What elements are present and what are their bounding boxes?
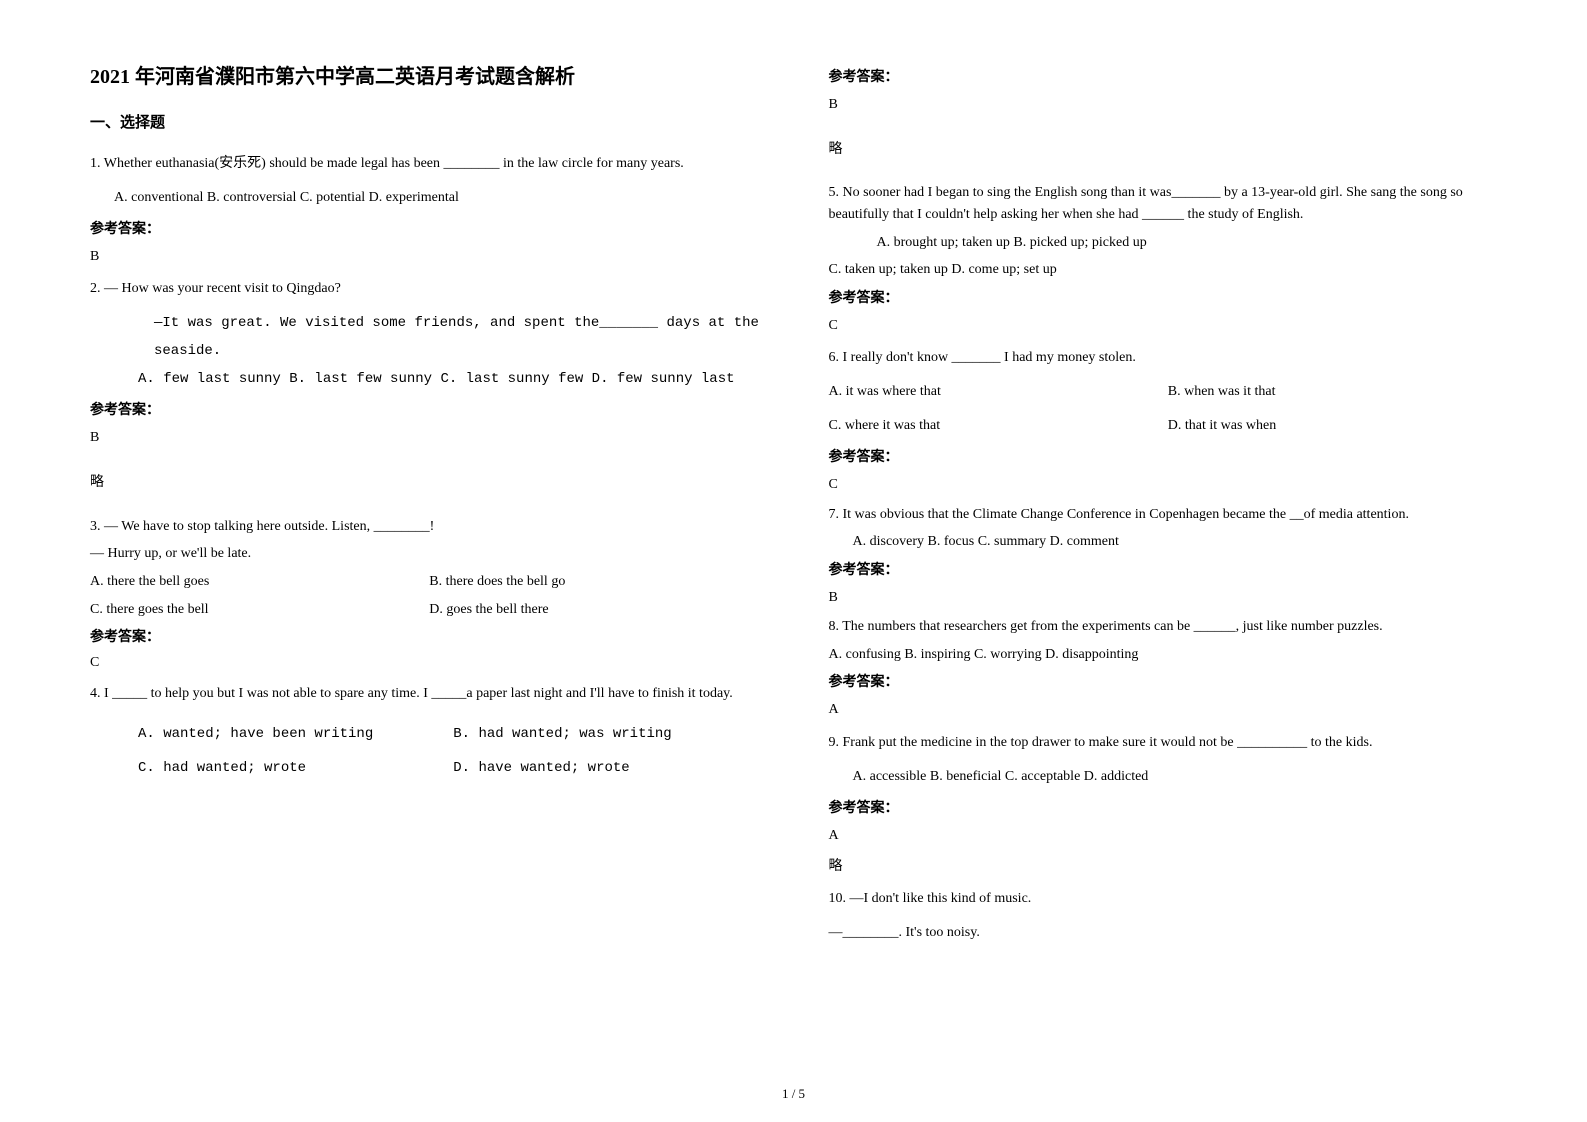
page-container: 2021 年河南省濮阳市第六中学高二英语月考试题含解析 一、选择题 1. Whe… <box>0 0 1587 1122</box>
q9-options: A. accessible B. beneficial C. acceptabl… <box>829 763 1508 791</box>
q3-options-row2: C. there goes the bell D. goes the bell … <box>90 599 769 621</box>
q6-options-row2: C. where it was that D. that it was when <box>829 412 1508 440</box>
page-footer: 1 / 5 <box>0 1086 1587 1102</box>
q3-line2: — Hurry up, or we'll be late. <box>90 543 769 565</box>
q8-options: A. confusing B. inspiring C. worrying D.… <box>829 644 1508 666</box>
q3-answer: C <box>90 652 769 674</box>
q4-answer-label: 参考答案： <box>829 66 1508 86</box>
q5-answer: C <box>829 313 1508 338</box>
q4-omit: 略 <box>829 137 1508 162</box>
q1-stem: 1. Whether euthanasia(安乐死) should be mad… <box>90 150 769 178</box>
q6-optD: D. that it was when <box>1168 412 1276 440</box>
q4-options-row2: C. had wanted; wrote D. have wanted; wro… <box>90 754 769 782</box>
q3-options-row1: A. there the bell goes B. there does the… <box>90 571 769 593</box>
q5-options-l2: C. taken up; taken up D. come up; set up <box>829 259 1508 281</box>
right-column: 参考答案： B 略 5. No sooner had I began to si… <box>799 60 1508 1092</box>
q4-options-row1: A. wanted; have been writing B. had want… <box>90 720 769 748</box>
q8-answer-label: 参考答案： <box>829 671 1508 691</box>
q4-optD: D. have wanted; wrote <box>453 754 629 782</box>
q7-answer-label: 参考答案： <box>829 559 1508 579</box>
q3-optC: C. there goes the bell <box>90 599 429 621</box>
q4-optA: A. wanted; have been writing <box>138 720 453 748</box>
q2-options: A. few last sunny B. last few sunny C. l… <box>90 365 769 393</box>
section-header: 一、选择题 <box>90 111 769 132</box>
q9-answer-label: 参考答案： <box>829 797 1508 817</box>
q9-stem: 9. Frank put the medicine in the top dra… <box>829 729 1508 757</box>
q5-stem: 5. No sooner had I began to sing the Eng… <box>829 182 1508 225</box>
q1-answer: B <box>90 244 769 269</box>
q6-options-row1: A. it was where that B. when was it that <box>829 378 1508 406</box>
q3-optA: A. there the bell goes <box>90 571 429 593</box>
q4-optB: B. had wanted; was writing <box>453 720 671 748</box>
q10-line2: —________. It's too noisy. <box>829 919 1508 947</box>
q6-optC: C. where it was that <box>829 412 1168 440</box>
q3-optD: D. goes the bell there <box>429 599 548 621</box>
q4-optC: C. had wanted; wrote <box>138 754 453 782</box>
q3-optB: B. there does the bell go <box>429 571 565 593</box>
q9-omit: 略 <box>829 854 1508 879</box>
q6-optB: B. when was it that <box>1168 378 1276 406</box>
q8-stem: 8. The numbers that researchers get from… <box>829 616 1508 638</box>
q5-answer-label: 参考答案： <box>829 287 1508 307</box>
q7-options: A. discovery B. focus C. summary D. comm… <box>829 531 1508 553</box>
q8-answer: A <box>829 697 1508 722</box>
q3-line1: 3. — We have to stop talking here outsid… <box>90 516 769 538</box>
q3-answer-label: 参考答案： <box>90 626 769 646</box>
q1-answer-label: 参考答案： <box>90 218 769 238</box>
q6-answer-label: 参考答案： <box>829 446 1508 466</box>
q2-omit: 略 <box>90 470 769 495</box>
q2-answer-label: 参考答案： <box>90 399 769 419</box>
q2-answer: B <box>90 425 769 450</box>
q10-line1: 10. —I don't like this kind of music. <box>829 885 1508 913</box>
document-title: 2021 年河南省濮阳市第六中学高二英语月考试题含解析 <box>90 60 769 89</box>
left-column: 2021 年河南省濮阳市第六中学高二英语月考试题含解析 一、选择题 1. Whe… <box>90 60 799 1092</box>
q9-answer: A <box>829 823 1508 848</box>
q7-answer: B <box>829 585 1508 610</box>
q6-optA: A. it was where that <box>829 378 1168 406</box>
q2-stem: 2. — How was your recent visit to Qingda… <box>90 275 769 303</box>
q4-answer: B <box>829 92 1508 117</box>
q7-stem: 7. It was obvious that the Climate Chang… <box>829 504 1508 526</box>
q6-stem: 6. I really don't know _______ I had my … <box>829 344 1508 372</box>
q5-options-l1: A. brought up; taken up B. picked up; pi… <box>829 232 1508 254</box>
q2-line2: —It was great. We visited some friends, … <box>90 309 769 365</box>
q6-answer: C <box>829 472 1508 497</box>
q4-stem: 4. I _____ to help you but I was not abl… <box>90 680 769 708</box>
q1-options: A. conventional B. controversial C. pote… <box>90 184 769 212</box>
